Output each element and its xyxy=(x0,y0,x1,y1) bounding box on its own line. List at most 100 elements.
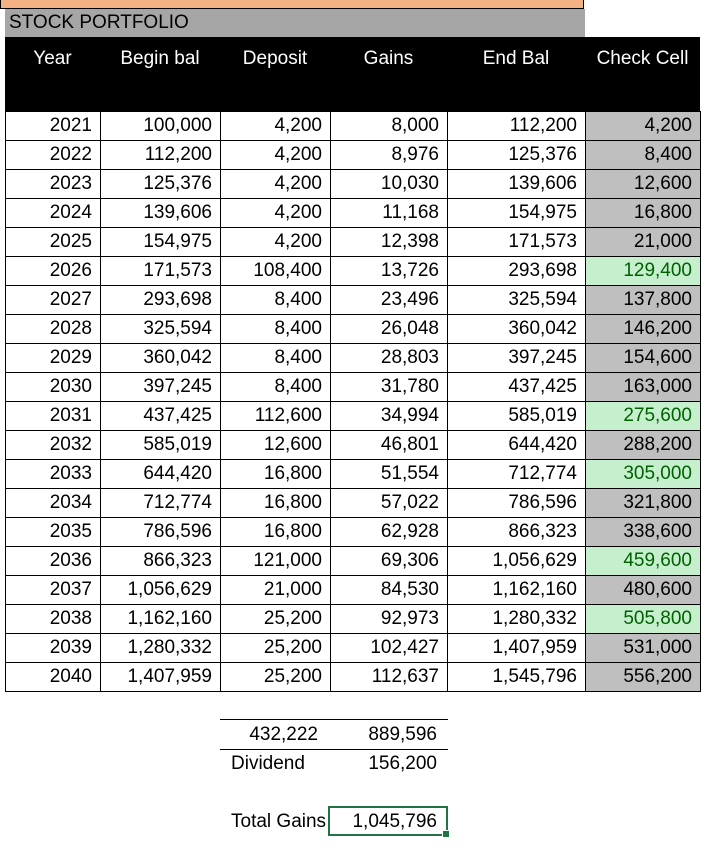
deposit-cell[interactable]: 8,400 xyxy=(220,314,331,344)
begin-bal-cell[interactable]: 139,606 xyxy=(100,198,221,228)
total-gains-label[interactable]: Total Gains xyxy=(231,811,327,832)
gains-cell[interactable]: 84,530 xyxy=(330,575,448,605)
deposit-cell[interactable]: 8,400 xyxy=(220,285,331,315)
year-cell[interactable]: 2028 xyxy=(5,314,101,344)
check-cell[interactable]: 12,600 xyxy=(585,169,701,199)
gains-cell[interactable]: 8,000 xyxy=(330,111,448,141)
check-cell[interactable]: 129,400 xyxy=(585,256,701,286)
begin-bal-cell[interactable]: 1,162,160 xyxy=(100,604,221,634)
end-bal-cell[interactable]: 1,280,332 xyxy=(447,604,586,634)
gains-cell[interactable]: 31,780 xyxy=(330,372,448,402)
year-cell[interactable]: 2022 xyxy=(5,140,101,170)
begin-bal-cell[interactable]: 112,200 xyxy=(100,140,221,170)
year-cell[interactable]: 2029 xyxy=(5,343,101,373)
gains-cell[interactable]: 8,976 xyxy=(330,140,448,170)
deposit-cell[interactable]: 25,200 xyxy=(220,633,331,663)
begin-bal-cell[interactable]: 1,280,332 xyxy=(100,633,221,663)
check-cell[interactable]: 556,200 xyxy=(585,662,701,692)
deposit-cell[interactable]: 16,800 xyxy=(220,488,331,518)
year-cell[interactable]: 2031 xyxy=(5,401,101,431)
fill-handle[interactable] xyxy=(442,830,450,838)
begin-bal-cell[interactable]: 786,596 xyxy=(100,517,221,547)
gains-cell[interactable]: 23,496 xyxy=(330,285,448,315)
check-cell[interactable]: 163,000 xyxy=(585,372,701,402)
check-cell[interactable]: 321,800 xyxy=(585,488,701,518)
deposit-cell[interactable]: 12,600 xyxy=(220,430,331,460)
gains-cell[interactable]: 46,801 xyxy=(330,430,448,460)
dividend-label[interactable]: Dividend xyxy=(231,753,305,774)
begin-bal-cell[interactable]: 325,594 xyxy=(100,314,221,344)
check-cell[interactable]: 21,000 xyxy=(585,227,701,257)
end-bal-cell[interactable]: 712,774 xyxy=(447,459,586,489)
end-bal-cell[interactable]: 112,200 xyxy=(447,111,586,141)
begin-bal-cell[interactable]: 171,573 xyxy=(100,256,221,286)
deposit-cell[interactable]: 8,400 xyxy=(220,372,331,402)
check-cell[interactable]: 305,000 xyxy=(585,459,701,489)
year-cell[interactable]: 2038 xyxy=(5,604,101,634)
end-bal-cell[interactable]: 1,407,959 xyxy=(447,633,586,663)
begin-bal-cell[interactable]: 437,425 xyxy=(100,401,221,431)
header-end-bal[interactable]: End Bal xyxy=(482,48,550,69)
year-cell[interactable]: 2032 xyxy=(5,430,101,460)
begin-bal-cell[interactable]: 644,420 xyxy=(100,459,221,489)
deposit-cell[interactable]: 4,200 xyxy=(220,111,331,141)
year-cell[interactable]: 2033 xyxy=(5,459,101,489)
deposit-cell[interactable]: 25,200 xyxy=(220,662,331,692)
check-cell[interactable]: 531,000 xyxy=(585,633,701,663)
gains-cell[interactable]: 11,168 xyxy=(330,198,448,228)
header-begin-bal[interactable]: Begin bal xyxy=(120,48,200,69)
deposit-cell[interactable]: 16,800 xyxy=(220,459,331,489)
begin-bal-cell[interactable]: 1,407,959 xyxy=(100,662,221,692)
gains-cell[interactable]: 26,048 xyxy=(330,314,448,344)
begin-bal-cell[interactable]: 397,245 xyxy=(100,372,221,402)
check-cell[interactable]: 338,600 xyxy=(585,517,701,547)
deposit-cell[interactable]: 4,200 xyxy=(220,198,331,228)
end-bal-cell[interactable]: 1,162,160 xyxy=(447,575,586,605)
gains-cell[interactable]: 34,994 xyxy=(330,401,448,431)
begin-bal-cell[interactable]: 293,698 xyxy=(100,285,221,315)
begin-bal-cell[interactable]: 1,056,629 xyxy=(100,575,221,605)
end-bal-cell[interactable]: 1,545,796 xyxy=(447,662,586,692)
begin-bal-cell[interactable]: 360,042 xyxy=(100,343,221,373)
deposit-cell[interactable]: 4,200 xyxy=(220,169,331,199)
gains-cell[interactable]: 12,398 xyxy=(330,227,448,257)
deposit-cell[interactable]: 21,000 xyxy=(220,575,331,605)
end-bal-cell[interactable]: 154,975 xyxy=(447,198,586,228)
total-gains-value-cell[interactable]: 1,045,796 xyxy=(352,811,437,832)
year-cell[interactable]: 2036 xyxy=(5,546,101,576)
end-bal-cell[interactable]: 139,606 xyxy=(447,169,586,199)
deposit-cell[interactable]: 121,000 xyxy=(220,546,331,576)
end-bal-cell[interactable]: 644,420 xyxy=(447,430,586,460)
deposit-cell[interactable]: 4,200 xyxy=(220,140,331,170)
end-bal-cell[interactable]: 325,594 xyxy=(447,285,586,315)
year-cell[interactable]: 2023 xyxy=(5,169,101,199)
gains-cell[interactable]: 69,306 xyxy=(330,546,448,576)
gains-cell[interactable]: 102,427 xyxy=(330,633,448,663)
year-cell[interactable]: 2025 xyxy=(5,227,101,257)
gains-cell[interactable]: 57,022 xyxy=(330,488,448,518)
check-cell[interactable]: 480,600 xyxy=(585,575,701,605)
deposit-cell[interactable]: 25,200 xyxy=(220,604,331,634)
end-bal-cell[interactable]: 125,376 xyxy=(447,140,586,170)
begin-bal-cell[interactable]: 154,975 xyxy=(100,227,221,257)
gains-cell[interactable]: 10,030 xyxy=(330,169,448,199)
year-cell[interactable]: 2024 xyxy=(5,198,101,228)
check-cell[interactable]: 8,400 xyxy=(585,140,701,170)
check-cell[interactable]: 4,200 xyxy=(585,111,701,141)
year-cell[interactable]: 2030 xyxy=(5,372,101,402)
header-deposit[interactable]: Deposit xyxy=(242,48,308,69)
year-cell[interactable]: 2039 xyxy=(5,633,101,663)
check-cell[interactable]: 154,600 xyxy=(585,343,701,373)
year-cell[interactable]: 2027 xyxy=(5,285,101,315)
gains-cell[interactable]: 62,928 xyxy=(330,517,448,547)
dividend-value-cell[interactable]: 156,200 xyxy=(368,753,437,774)
begin-bal-cell[interactable]: 125,376 xyxy=(100,169,221,199)
deposit-total-cell[interactable]: 432,222 xyxy=(249,724,318,745)
deposit-cell[interactable]: 108,400 xyxy=(220,256,331,286)
begin-bal-cell[interactable]: 100,000 xyxy=(100,111,221,141)
deposit-cell[interactable]: 16,800 xyxy=(220,517,331,547)
check-cell[interactable]: 459,600 xyxy=(585,546,701,576)
begin-bal-cell[interactable]: 585,019 xyxy=(100,430,221,460)
gains-cell[interactable]: 92,973 xyxy=(330,604,448,634)
year-cell[interactable]: 2035 xyxy=(5,517,101,547)
